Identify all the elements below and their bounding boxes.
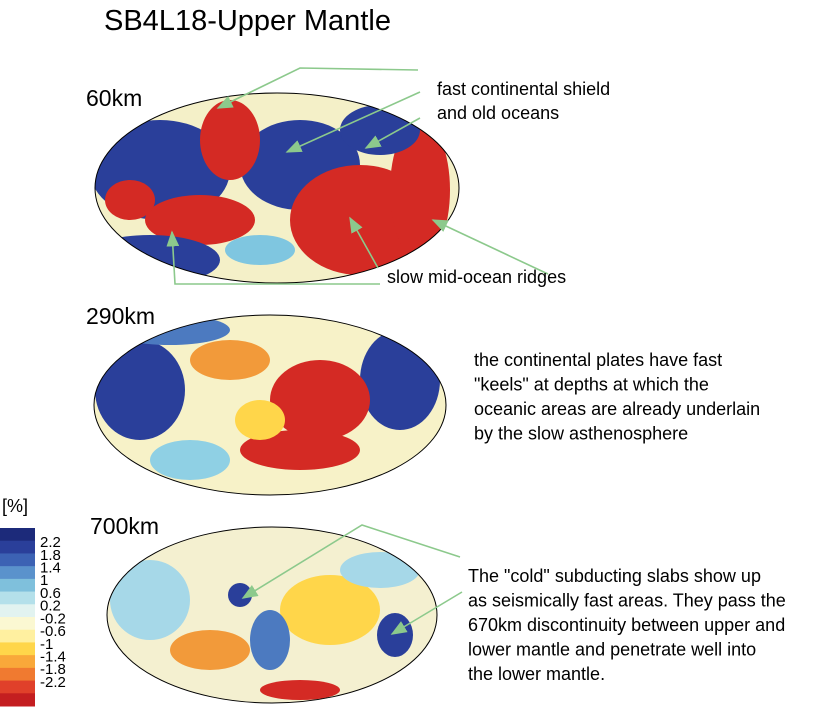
colorbar-swatch — [0, 604, 35, 618]
colorbar-label: 2.2 — [40, 534, 61, 551]
colorbar-label: 0.2 — [40, 598, 61, 615]
colorbar-label: 1.8 — [40, 547, 61, 564]
map-60km — [95, 93, 459, 283]
colorbar-swatch — [0, 553, 35, 567]
map-290km — [94, 315, 446, 495]
colorbar-label: -0.2 — [40, 610, 66, 627]
colorbar-swatch — [0, 528, 35, 542]
colorbar-label: -0.6 — [40, 623, 66, 640]
colorbar-swatch — [0, 680, 35, 694]
depth-label: 290km — [86, 303, 155, 329]
colorbar-swatch — [0, 629, 35, 643]
annotation-text: lower mantle and penetrate well into — [468, 640, 756, 660]
colorbar-swatch — [0, 617, 35, 631]
annotation-text: oceanic areas are already underlain — [474, 399, 760, 419]
colorbar-swatch — [0, 693, 35, 707]
colorbar-swatch — [0, 566, 35, 580]
colorbar-swatch — [0, 578, 35, 593]
depth-label: 60km — [86, 85, 142, 111]
annotation-text: slow mid-ocean ridges — [387, 267, 566, 287]
annotation-text: The "cold" subducting slabs show up — [468, 566, 761, 586]
annotation-text: and old oceans — [437, 103, 559, 123]
depth-label: 700km — [90, 513, 159, 539]
colorbar-unit: [%] — [2, 496, 28, 516]
annotation-text: "keels" at depths at which the — [474, 375, 709, 395]
annotation-text: as seismically fast areas. They pass the — [468, 591, 786, 611]
colorbar-label: -2.2 — [40, 674, 66, 691]
colorbar-label: 1.4 — [40, 560, 61, 577]
colorbar-label: -1 — [40, 636, 53, 653]
map-700km — [107, 527, 437, 703]
colorbar-label: -1.8 — [40, 661, 66, 678]
annotation-lines — [166, 67, 549, 635]
title: SB4L18-Upper Mantle — [104, 5, 391, 37]
colorbar-swatch — [0, 642, 35, 656]
colorbar-swatch — [0, 655, 35, 669]
annotation-text: the continental plates have fast — [474, 350, 722, 370]
colorbar-swatch — [0, 591, 35, 605]
annotation-text: by the slow asthenosphere — [474, 424, 688, 444]
colorbar-label: -1.4 — [40, 649, 66, 666]
colorbar-label: 1 — [40, 572, 48, 589]
annotation-text: fast continental shield — [437, 79, 610, 99]
annotation-text: the lower mantle. — [468, 664, 605, 684]
colorbar: 2.21.81.410.60.2-0.2-0.6-1-1.4-1.8-2.2 — [0, 528, 66, 707]
colorbar-swatch — [0, 667, 35, 682]
colorbar-swatch — [0, 540, 35, 554]
colorbar-label: 0.6 — [40, 585, 61, 602]
annotation-text: 670km discontinuity between upper and — [468, 615, 785, 635]
